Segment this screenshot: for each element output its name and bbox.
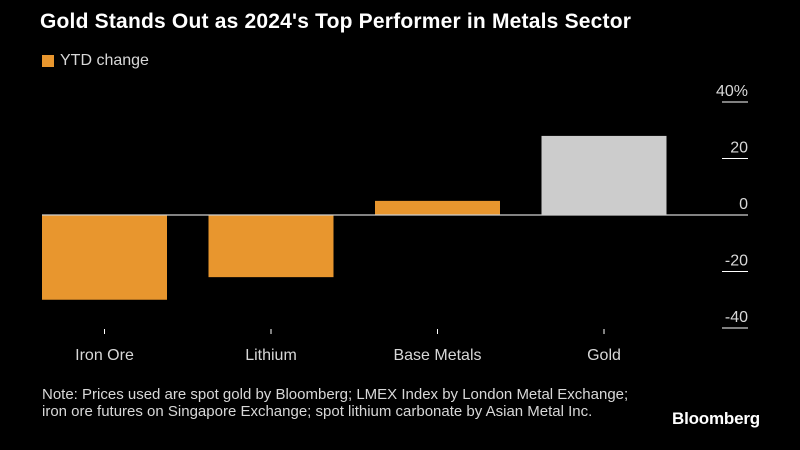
x-tick-label: Lithium: [245, 347, 297, 364]
y-tick-label: -20: [725, 253, 748, 270]
legend-label: YTD change: [60, 52, 149, 69]
bar-gold: [541, 135, 667, 215]
y-tick-label: 40%: [716, 83, 748, 100]
bloomberg-logo: Bloomberg: [672, 409, 760, 428]
y-tick-label: 0: [739, 196, 748, 213]
bar-base-metals: [375, 200, 500, 215]
x-tick-label: Iron Ore: [75, 347, 134, 364]
y-tick-label: 20: [730, 140, 748, 157]
legend-swatch: [42, 55, 54, 67]
x-tick-label: Gold: [587, 347, 621, 364]
y-tick-label: -40: [725, 309, 748, 326]
footnote: Note: Prices used are spot gold by Bloom…: [42, 386, 629, 420]
chart-title: Gold Stands Out as 2024's Top Performer …: [40, 10, 632, 33]
x-tick-label: Base Metals: [393, 347, 481, 364]
legend: YTD change: [42, 52, 149, 70]
bar-iron-ore: [42, 215, 167, 300]
bar-lithium: [208, 215, 334, 278]
